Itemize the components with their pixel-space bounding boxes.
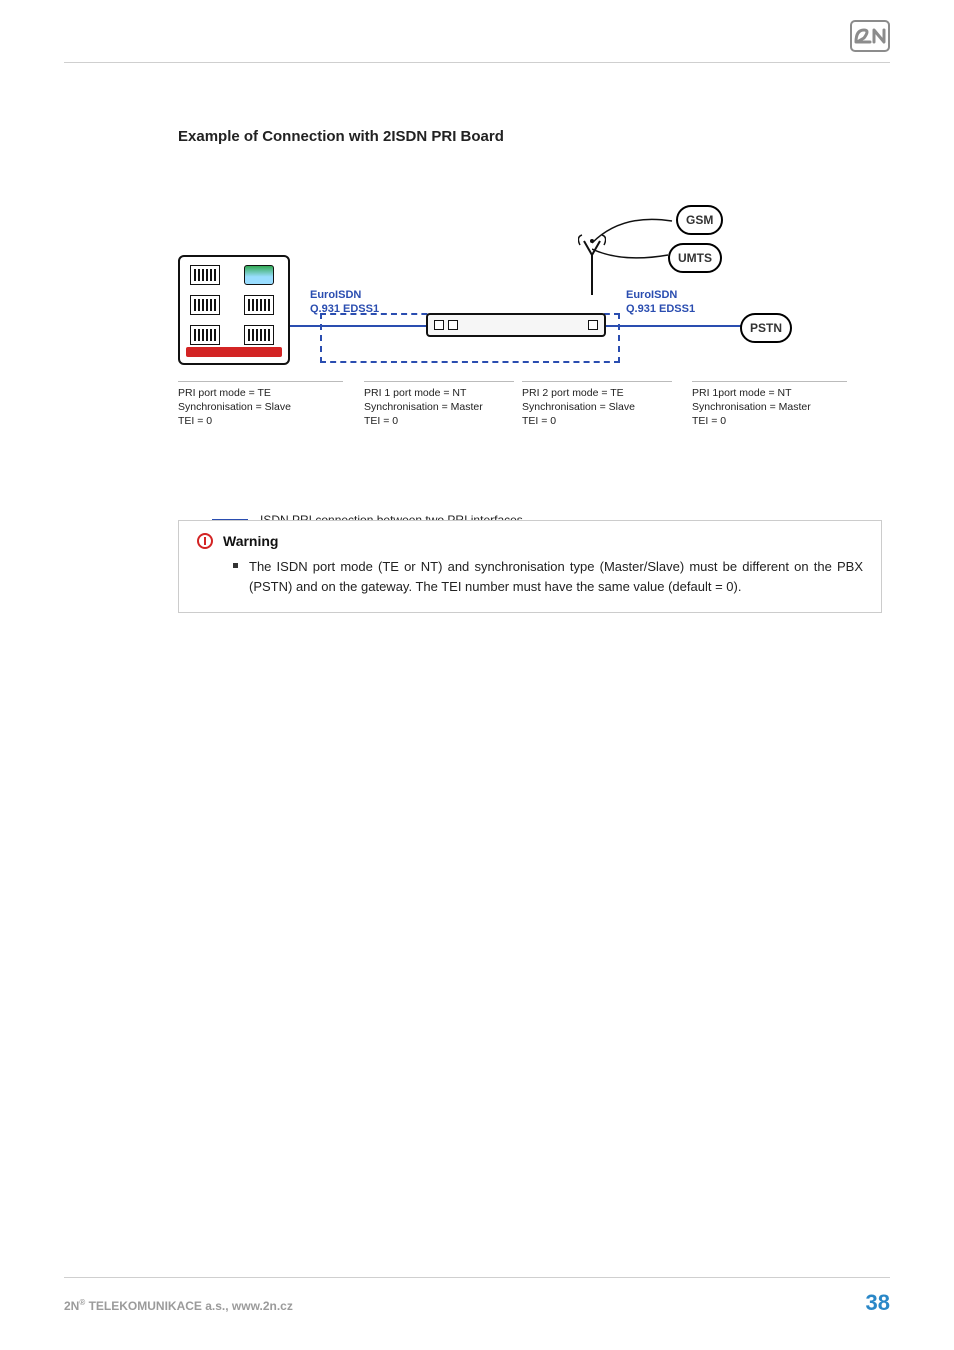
footer-company-suffix: TELEKOMUNIKACE a.s., www.2n.cz (85, 1299, 293, 1313)
mode-line: TEI = 0 (522, 414, 672, 428)
pbx-slot (244, 325, 274, 345)
gateway-port-left2 (448, 320, 458, 330)
brand-logo (850, 20, 890, 52)
mode-line: PRI port mode = TE (178, 386, 343, 400)
mode-line: PRI 1port mode = NT (692, 386, 847, 400)
protocol-label-right: EuroISDN Q.931 EDSS1 (626, 289, 695, 317)
footer: 2N® TELEKOMUNIKACE a.s., www.2n.cz 38 (64, 1277, 890, 1316)
mode-line: PRI 2 port mode = TE (522, 386, 672, 400)
pbx-slot (244, 295, 274, 315)
warning-header: Warning (197, 533, 863, 549)
warning-box: Warning The ISDN port mode (TE or NT) an… (178, 520, 882, 613)
mode-gw1: PRI 1 port mode = NT Synchronisation = M… (364, 381, 514, 429)
gateway-port-right (588, 320, 598, 330)
footer-page-number: 38 (866, 1290, 890, 1316)
cloud-pstn: PSTN (740, 313, 792, 343)
footer-company: 2N® TELEKOMUNIKACE a.s., www.2n.cz (64, 1298, 293, 1313)
connection-diagram: EuroISDN Q.931 EDSS1 EuroISDN Q.931 EDSS… (178, 185, 838, 475)
mode-line: TEI = 0 (364, 414, 514, 428)
pbx-slot (190, 295, 220, 315)
pbx-slot (190, 325, 220, 345)
warning-icon (197, 533, 213, 549)
mode-line: Synchronisation = Slave (522, 400, 672, 414)
mode-line: TEI = 0 (178, 414, 343, 428)
gateway-device (426, 313, 606, 337)
content-area: Example of Connection with 2ISDN PRI Boa… (178, 128, 882, 553)
warning-title: Warning (223, 533, 278, 549)
warning-body: The ISDN port mode (TE or NT) and synchr… (249, 557, 863, 596)
mode-pbx: PRI port mode = TE Synchronisation = Sla… (178, 381, 343, 429)
pbx-base (186, 347, 282, 357)
cloud-gsm: GSM (676, 205, 723, 235)
header-rule (64, 62, 890, 63)
pbx-slot (190, 265, 220, 285)
mode-line: Synchronisation = Master (364, 400, 514, 414)
antenna-to-clouds (592, 213, 682, 283)
mode-line: Synchronisation = Master (692, 400, 847, 414)
mode-pstn: PRI 1port mode = NT Synchronisation = Ma… (692, 381, 847, 429)
gateway-port-left (434, 320, 444, 330)
footer-company-prefix: 2N (64, 1299, 79, 1313)
conn-line-right (606, 325, 746, 327)
pbx-device (178, 255, 290, 365)
mode-line: TEI = 0 (692, 414, 847, 428)
mode-gw2: PRI 2 port mode = TE Synchronisation = S… (522, 381, 672, 429)
mode-line: Synchronisation = Slave (178, 400, 343, 414)
mode-line: PRI 1 port mode = NT (364, 386, 514, 400)
pbx-screen (244, 265, 274, 285)
section-title: Example of Connection with 2ISDN PRI Boa… (178, 128, 882, 145)
